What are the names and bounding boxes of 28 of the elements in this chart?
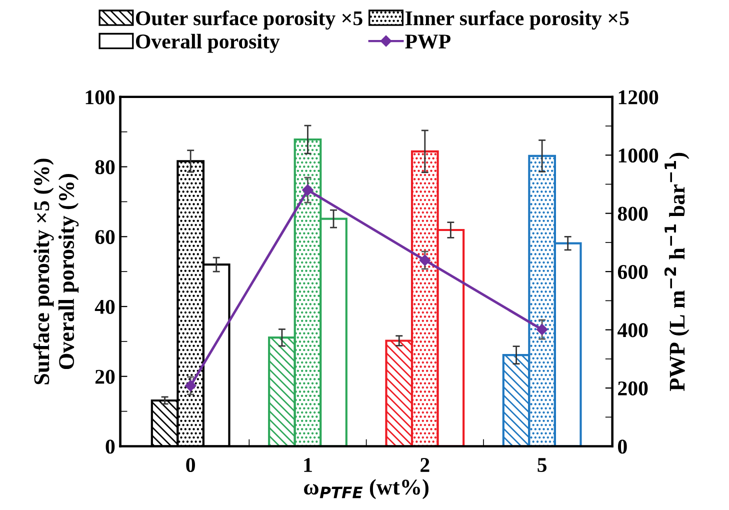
y2-tick-label: 400: [618, 323, 648, 338]
point: [536, 324, 548, 336]
x-tick-label: 1: [304, 458, 312, 472]
point: [302, 184, 314, 196]
legend-label: Outer surface porosity ×5: [136, 10, 362, 30]
y-axis-title: Surface porosity ×5 (%) Overall porosity (%): [33, 158, 79, 384]
y-tick-label: 0: [106, 440, 115, 454]
y2-axis-title: PWP (L m$^{−2}$ h$^{−1}$ bar$^{−1}$): [664, 152, 690, 391]
y-tick-label: 80: [95, 160, 115, 174]
point: [419, 254, 431, 266]
legend-label: PWP: [405, 34, 450, 49]
y-tick-label: 20: [95, 370, 115, 384]
y-tick-label: 60: [95, 230, 115, 244]
y2-tick-label: 200: [618, 381, 648, 396]
y2-tick-label: 0: [618, 440, 627, 454]
x-axis-title: ω$_{PTFE}$ (wt%): [304, 479, 428, 500]
x-tick-label: 5: [538, 458, 547, 472]
y2-tick-label: 600: [618, 264, 648, 280]
y2-tick-label: 1200: [618, 90, 658, 104]
y-tick-label: 100: [86, 90, 115, 104]
x-tick-label: 2: [420, 458, 430, 472]
legend-label: Inner surface porosity ×5: [405, 10, 629, 30]
y-tick-label: 40: [94, 300, 115, 314]
point: [184, 380, 196, 392]
y2-tick-label: 800: [618, 206, 648, 221]
x-tick-label: 0: [186, 458, 195, 472]
legend-label: Overall porosity: [136, 34, 280, 53]
y2-tick-label: 1000: [618, 148, 658, 163]
